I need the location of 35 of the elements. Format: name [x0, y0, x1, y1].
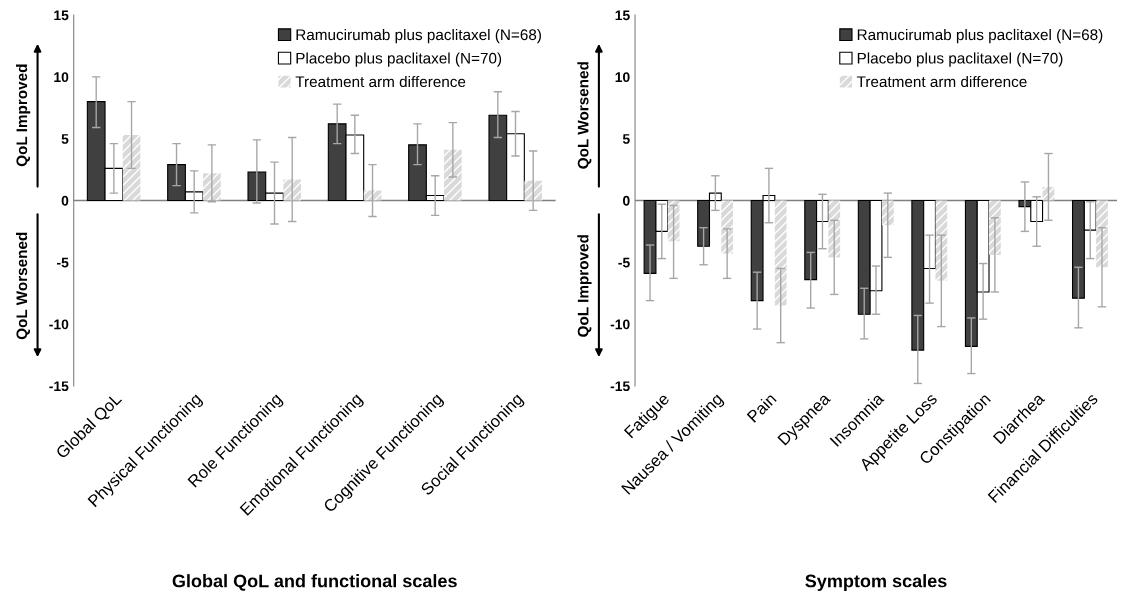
legend-label: Ramucirumab plus paclitaxel (N=68) — [857, 28, 1103, 44]
bar — [122, 134, 141, 201]
y-tick-label: -15 — [610, 381, 630, 392]
y-tick-label: -10 — [610, 319, 630, 330]
legend-label: Placebo plus paclitaxel (N=70) — [857, 52, 1063, 67]
bar — [444, 149, 462, 201]
y-tick-label: 0 — [623, 195, 630, 206]
legend-label: Treatment arm difference — [295, 75, 466, 88]
bar — [721, 200, 734, 254]
bar — [1096, 200, 1108, 268]
y-tick-label: 0 — [61, 195, 69, 206]
legend-label: Placebo plus paclitaxel (N=70) — [296, 52, 502, 67]
bar — [828, 200, 841, 258]
y-tick-label: 10 — [54, 72, 69, 83]
x-axis-title: Symptom scales — [805, 574, 947, 591]
y-tick-label: -5 — [618, 257, 630, 268]
y-tick-label: -15 — [49, 381, 69, 392]
legend-label: Treatment arm difference — [856, 75, 1027, 88]
bar — [774, 200, 787, 306]
y-tick-label: -5 — [57, 257, 69, 268]
bar — [881, 200, 894, 226]
y-tick-label: 10 — [615, 72, 630, 83]
text: QoL Worsened — [15, 232, 31, 340]
y-tick-label: 5 — [61, 134, 69, 144]
y-tick-label: 15 — [54, 10, 69, 21]
legend-label: Ramucirumab plus paclitaxel (N=68) — [296, 28, 541, 44]
x-tick-label: Pain — [746, 392, 777, 423]
x-axis-title: Global QoL and functional scales — [172, 574, 457, 591]
bar — [935, 200, 948, 281]
text: QoL Improved — [577, 235, 592, 337]
text: QoL Improved — [15, 64, 31, 167]
y-tick-label: -10 — [49, 319, 69, 330]
y-tick-label: 5 — [622, 134, 630, 144]
y-tick-label: 15 — [615, 10, 630, 21]
text: QoL Worsened — [577, 62, 592, 169]
